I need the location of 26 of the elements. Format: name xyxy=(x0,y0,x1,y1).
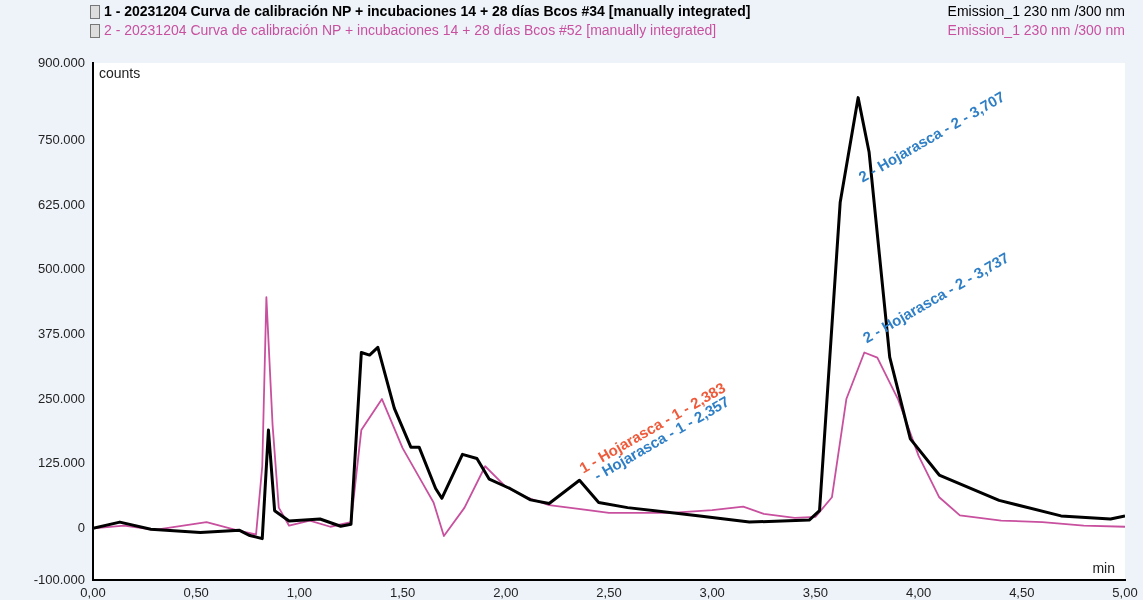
x-tick-label: 1,50 xyxy=(389,585,416,600)
x-axis-title: min xyxy=(1092,559,1115,576)
text: Emission_1 230 nm /300 nm xyxy=(947,2,1125,21)
text: Emission_1 230 nm /300 nm xyxy=(947,21,1125,40)
x-tick-label: 3,50 xyxy=(802,585,829,600)
y-tick-label: 625.000 xyxy=(38,196,85,212)
y-tick-label: 375.000 xyxy=(38,326,85,341)
y-tick-label: 500.000 xyxy=(38,261,85,277)
text: 2 - 20231204 Curva de calibración NP + incubaciones 14 + 28 días Bcos #52 [manually integrated] xyxy=(104,21,717,40)
x-tick-label: 4,00 xyxy=(905,585,932,600)
x-tick-label: 3,00 xyxy=(699,585,725,600)
x-tick-label: 1,00 xyxy=(286,585,313,600)
y-tick-label: 750.000 xyxy=(38,132,85,148)
x-tick-label: 5,00 xyxy=(1112,585,1138,600)
x-tick-label: 4,50 xyxy=(1009,585,1035,600)
y-tick-label: 125.000 xyxy=(38,455,85,471)
y-tick-label: 250.000 xyxy=(38,390,85,406)
y-axis-title: counts xyxy=(99,64,141,81)
text: 1 - 20231204 Curva de calibración NP + incubaciones 14 + 28 días Bcos #34 [manually integrated] xyxy=(104,2,751,21)
x-tick-label: 2,50 xyxy=(596,585,622,600)
y-tick-label: 0 xyxy=(77,519,85,535)
x-tick-label: 0,50 xyxy=(183,585,209,600)
x-tick-label: 0,00 xyxy=(80,585,106,600)
y-tick-label: -100.000 xyxy=(33,571,85,587)
x-tick-label: 2,00 xyxy=(493,585,519,600)
y-tick-label: 900.000 xyxy=(38,54,85,70)
